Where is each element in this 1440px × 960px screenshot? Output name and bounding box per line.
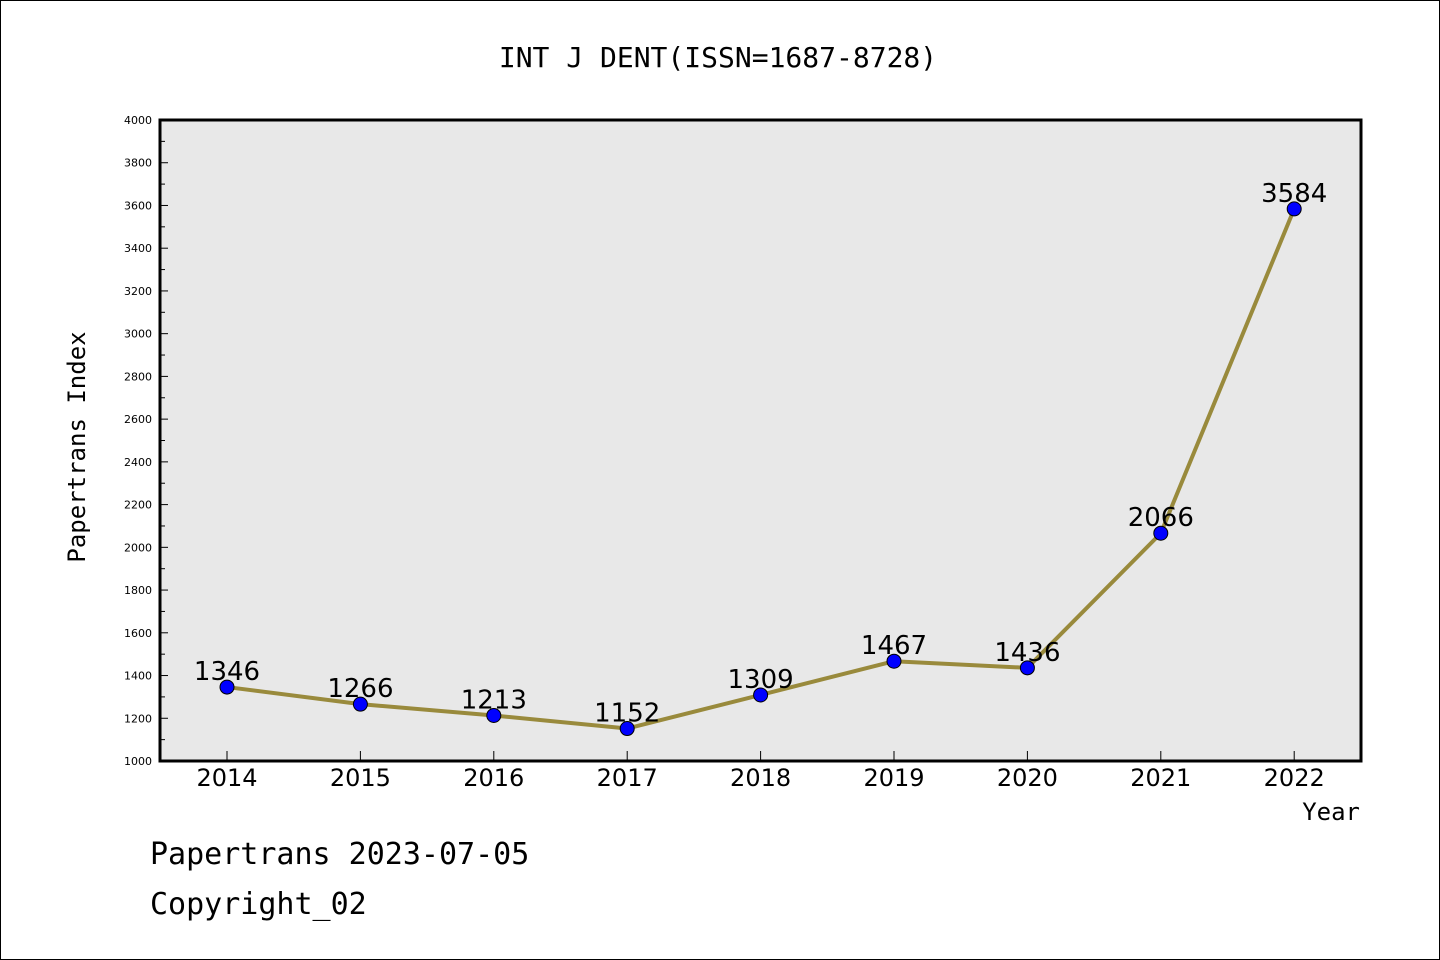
- x-tick-label: 2020: [997, 764, 1058, 792]
- data-label: 1266: [327, 674, 393, 704]
- y-tick-label: 1000: [124, 755, 152, 768]
- footer-date: Papertrans 2023-07-05: [150, 837, 529, 872]
- data-label: 1152: [594, 699, 660, 729]
- y-axis-label: Papertrans Index: [63, 331, 91, 562]
- x-tick-label: 2018: [730, 764, 791, 792]
- y-tick-label: 3800: [124, 157, 152, 170]
- y-tick-label: 1800: [124, 584, 152, 597]
- y-tick-label: 3000: [124, 328, 152, 341]
- y-tick-label: 2800: [124, 370, 152, 383]
- x-tick-label: 2017: [597, 764, 658, 792]
- y-tick-label: 2200: [124, 499, 152, 512]
- y-tick-label: 1200: [124, 712, 152, 725]
- data-label: 1309: [728, 665, 794, 695]
- y-tick-label: 2400: [124, 456, 152, 469]
- y-tick-label: 2600: [124, 413, 152, 426]
- y-tick-label: 2000: [124, 541, 152, 554]
- x-axis-label: Year: [1302, 798, 1360, 826]
- data-label: 2066: [1128, 503, 1194, 533]
- x-tick-label: 2022: [1264, 764, 1325, 792]
- y-tick-label: 3600: [124, 199, 152, 212]
- x-tick-label: 2016: [463, 764, 524, 792]
- data-label: 1213: [461, 685, 527, 715]
- y-tick-label: 1400: [124, 670, 152, 683]
- y-tick-label: 1600: [124, 627, 152, 640]
- footer-copyright: Copyright_02: [150, 887, 367, 922]
- chart-title: INT J DENT(ISSN=1687-8728): [499, 41, 937, 74]
- y-tick-label: 3200: [124, 285, 152, 298]
- data-label: 1436: [994, 638, 1060, 668]
- x-tick-label: 2015: [330, 764, 391, 792]
- y-tick-label: 3400: [124, 242, 152, 255]
- x-tick-label: 2021: [1130, 764, 1191, 792]
- data-label: 3584: [1261, 179, 1327, 209]
- data-label: 1467: [861, 631, 927, 661]
- data-label: 1346: [194, 657, 260, 687]
- x-tick-label: 2014: [196, 764, 257, 792]
- x-tick-label: 2019: [863, 764, 924, 792]
- y-tick-label: 4000: [124, 114, 152, 127]
